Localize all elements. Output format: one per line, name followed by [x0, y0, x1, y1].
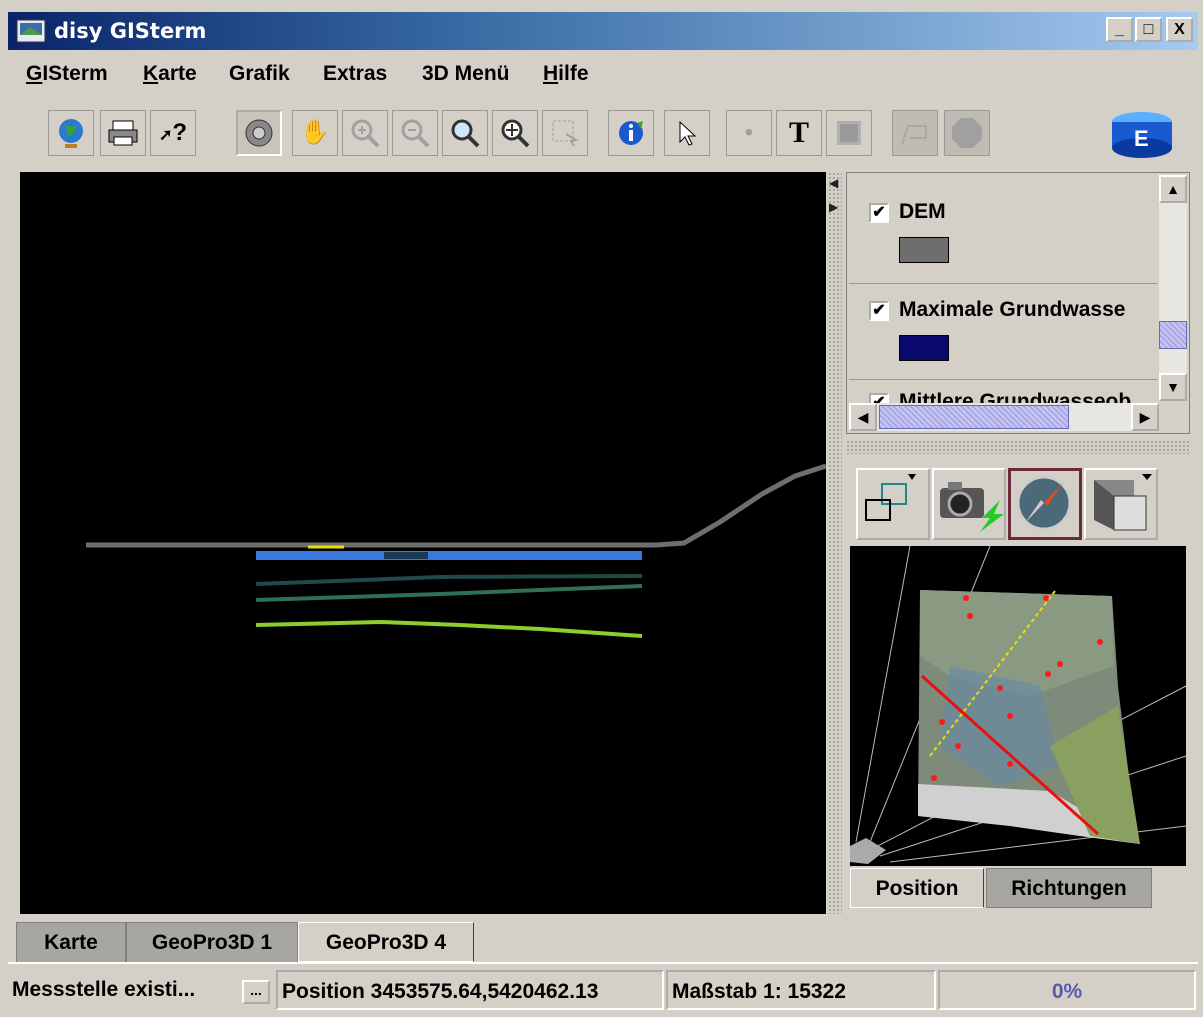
- terrain-line: [86, 463, 827, 548]
- view-frame-icon[interactable]: [856, 468, 930, 540]
- globe-icon[interactable]: [48, 110, 94, 156]
- menu-hilfe[interactable]: Hilfe: [543, 62, 589, 85]
- app-icon: [16, 19, 46, 43]
- zoom-in-icon[interactable]: [342, 110, 388, 156]
- tab-geopro3d-4[interactable]: GeoPro3D 4: [298, 922, 474, 962]
- horizontal-split-divider[interactable]: [846, 440, 1190, 454]
- menu-karte[interactable]: Karte: [143, 62, 197, 85]
- legend-label-maximale: Maximale Grundwasse: [899, 298, 1126, 321]
- collapse-right-icon[interactable]: ▶: [829, 200, 839, 214]
- collapse-left-icon[interactable]: ◀: [829, 176, 839, 190]
- tab-karte[interactable]: Karte: [16, 922, 126, 962]
- menu-3d-menu[interactable]: 3D Menü: [422, 62, 510, 85]
- scroll-thumb-vertical[interactable]: [1159, 321, 1187, 349]
- window-title: disy GISterm: [54, 19, 207, 43]
- legend-horizontal-scrollbar[interactable]: ◀ ▶: [849, 403, 1159, 431]
- select-area-icon[interactable]: [542, 110, 588, 156]
- cube-view-icon[interactable]: [1084, 468, 1158, 540]
- scroll-thumb-horizontal[interactable]: [879, 405, 1069, 429]
- legend-checkbox-dem[interactable]: ✔: [869, 203, 889, 223]
- layer-green-light: [255, 619, 643, 638]
- point-icon[interactable]: •: [726, 110, 772, 156]
- layer-blue: [256, 551, 642, 560]
- zoom-extent-icon[interactable]: [492, 110, 538, 156]
- help-pointer-icon[interactable]: ➚?: [150, 110, 196, 156]
- compass-icon[interactable]: [1008, 468, 1082, 540]
- profile-line-red: [920, 674, 1100, 836]
- title-bar: disy GISterm _ □ X: [8, 12, 1198, 50]
- legend-item-maximale: ✔ Maximale Grundwasse: [849, 283, 1157, 380]
- tab-baseline: [8, 962, 1198, 964]
- layer-blue-dark: [384, 552, 428, 559]
- layer-green-dark: [255, 584, 643, 602]
- camera-icon[interactable]: [932, 468, 1006, 540]
- texture-icon[interactable]: [826, 110, 872, 156]
- legend-item-dem: ✔ DEM: [849, 173, 1157, 284]
- menu-extras[interactable]: Extras: [323, 62, 388, 85]
- progress-label: 0%: [1051, 980, 1083, 1003]
- 3d-logo-icon: E: [1104, 106, 1180, 160]
- overview-map[interactable]: [850, 546, 1186, 866]
- stop-icon[interactable]: [944, 110, 990, 156]
- zoom-out-icon[interactable]: [392, 110, 438, 156]
- select-pointer-icon[interactable]: [664, 110, 710, 156]
- status-position: Position 3453575.64,5420462.13: [276, 970, 664, 1010]
- status-message: Messstelle existi...: [12, 978, 196, 1001]
- text-icon[interactable]: T: [776, 110, 822, 156]
- scroll-left-icon[interactable]: ◀: [849, 403, 877, 431]
- close-button[interactable]: X: [1166, 17, 1193, 42]
- flag-icon[interactable]: [892, 110, 938, 156]
- menu-bar: GISterm Karte Grafik Extras 3D Menü Hilf…: [8, 56, 1198, 94]
- tab-richtungen[interactable]: Richtungen: [986, 868, 1152, 908]
- legend-swatch-dem: [899, 237, 949, 263]
- scroll-up-icon[interactable]: ▲: [1159, 175, 1187, 203]
- legend-swatch-maximale: [899, 335, 949, 361]
- 3d-controls: [846, 462, 1190, 546]
- tab-position[interactable]: Position: [850, 868, 984, 908]
- legend-checkbox-maximale[interactable]: ✔: [869, 301, 889, 321]
- layer-dark-teal: [255, 574, 643, 586]
- status-progress: 0%: [938, 970, 1196, 1010]
- print-icon[interactable]: [100, 110, 146, 156]
- scroll-down-icon[interactable]: ▼: [1159, 373, 1187, 401]
- status-more-button[interactable]: ...: [242, 980, 270, 1004]
- map-3d-view[interactable]: [20, 172, 827, 914]
- scroll-right-icon[interactable]: ▶: [1131, 403, 1159, 431]
- info-icon[interactable]: [608, 110, 654, 156]
- cross-section-graphic: [86, 463, 827, 638]
- menu-grafik[interactable]: Grafik: [229, 62, 290, 85]
- layer-legend: ✔ DEM ✔ Maximale Grundwasse ✔ Mittlere G…: [846, 172, 1190, 434]
- legend-label-dem: DEM: [899, 200, 946, 223]
- svg-text:E: E: [1134, 126, 1149, 151]
- tab-geopro3d-1[interactable]: GeoPro3D 1: [126, 922, 298, 962]
- split-divider[interactable]: [828, 172, 842, 914]
- menu-gisterm[interactable]: GISterm: [26, 62, 108, 85]
- minimize-button[interactable]: _: [1106, 17, 1133, 42]
- pan-icon[interactable]: ✋: [292, 110, 338, 156]
- legend-vertical-scrollbar[interactable]: ▲ ▼: [1159, 175, 1187, 401]
- overview-terrain-graphic: [850, 546, 1186, 864]
- maximize-button[interactable]: □: [1135, 17, 1162, 42]
- status-scale: Maßstab 1: 15322: [666, 970, 936, 1010]
- zoom-magnify-icon[interactable]: [442, 110, 488, 156]
- navigate-icon[interactable]: [236, 110, 282, 156]
- toolbar: ➚? ✋ • T E: [8, 100, 1198, 166]
